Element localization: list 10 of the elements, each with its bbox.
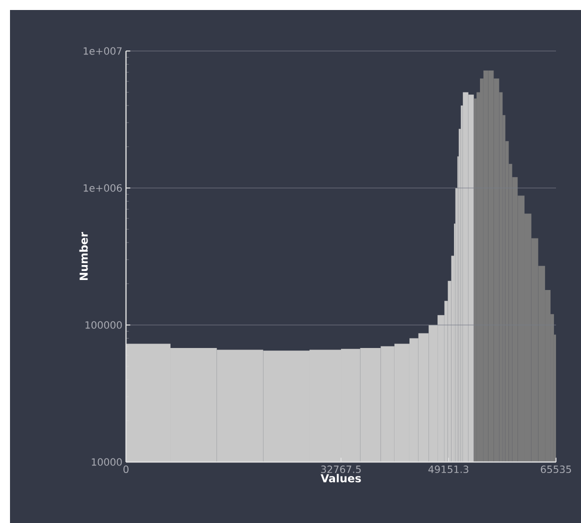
x-tick-label: 0 (123, 466, 129, 474)
x-axis-title: Values (320, 474, 361, 482)
y-axis-title: Number (79, 232, 88, 280)
y-tick-label: 10000 (92, 458, 122, 466)
y-tick-label: 1e+006 (84, 184, 122, 192)
y-tick-label: 1e+007 (84, 47, 122, 55)
y-tick-label: 100000 (86, 321, 122, 329)
x-tick-label: 65535 (540, 466, 571, 474)
x-tick-label: 32767.5 (321, 466, 361, 474)
x-tick-label: 49151.3 (428, 466, 468, 474)
